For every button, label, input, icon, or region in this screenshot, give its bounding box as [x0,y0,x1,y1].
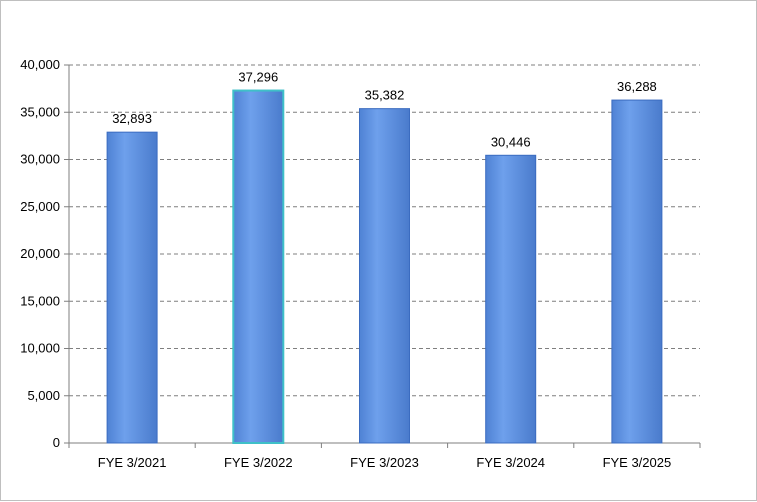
x-tick-label: FYE 3/2023 [350,455,419,470]
y-tick-label: 35,000 [20,104,60,119]
bar [232,89,285,445]
y-tick-label: 30,000 [20,152,60,167]
bar [485,154,537,444]
y-tick-label: 15,000 [20,293,60,308]
y-tick-label: 10,000 [20,341,60,356]
data-label: 36,288 [617,79,657,94]
x-tick-label: FYE 3/2022 [224,455,293,470]
bar [106,131,158,444]
bars [106,89,663,445]
y-tick-label: 20,000 [20,246,60,261]
data-label: 35,382 [365,88,405,103]
data-label: 37,296 [238,70,278,85]
bar [359,108,410,444]
y-tick-label: 5,000 [27,388,60,403]
y-tick-label: 0 [53,435,60,450]
y-tick-label: 25,000 [20,199,60,214]
y-tick-label: 40,000 [20,57,60,72]
labels: 0 5,000 10,000 15,000 20,000 25,000 30,000 35,0… [20,57,671,470]
data-label: 30,446 [491,134,531,149]
data-label: 32,893 [112,111,152,126]
x-tick-label: FYE 3/2021 [98,455,167,470]
bar [611,99,663,444]
x-tick-label: FYE 3/2024 [476,455,545,470]
x-tick-label: FYE 3/2025 [603,455,672,470]
